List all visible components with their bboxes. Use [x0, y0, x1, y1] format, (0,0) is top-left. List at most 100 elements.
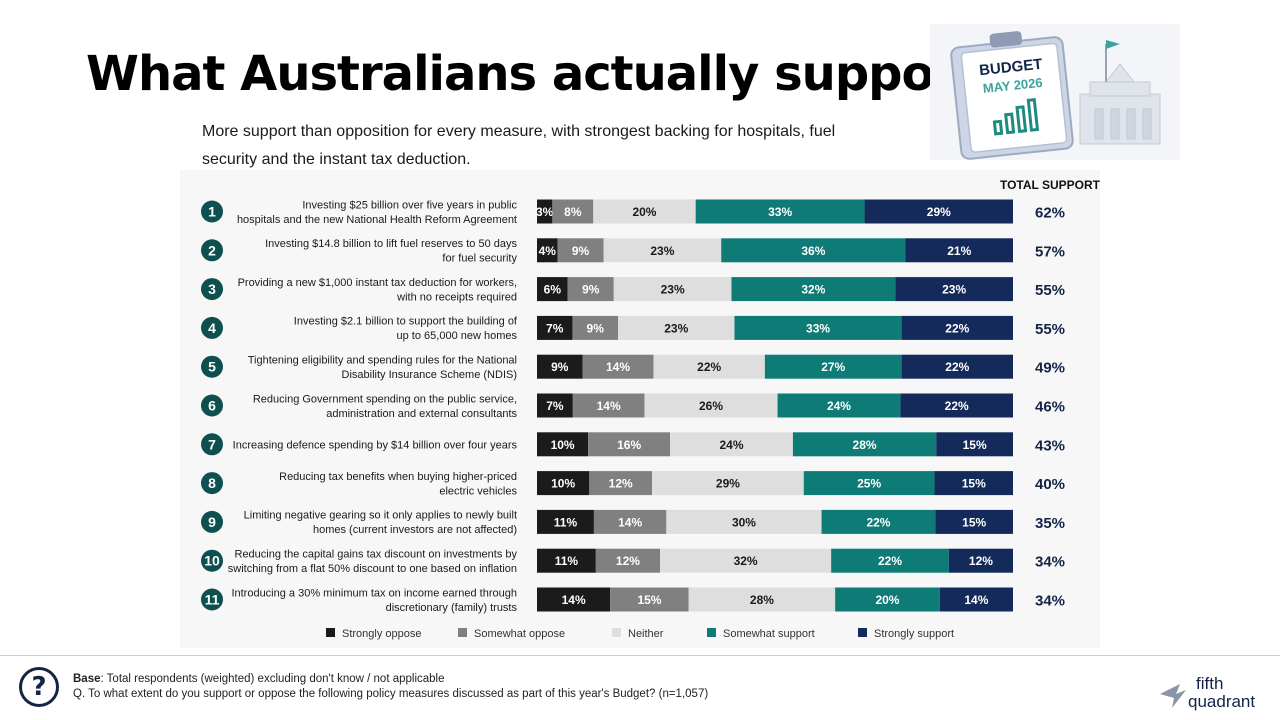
total-support-value: 46%: [1035, 399, 1065, 416]
data-label: 20%: [875, 593, 899, 607]
bar-segment-strongly-oppose: [537, 277, 568, 302]
row-label: administration and external consultants: [326, 408, 517, 420]
bar-segment-somewhat-oppose: [593, 509, 667, 534]
bar-segment-somewhat-support: [792, 432, 937, 457]
bar-segment-strongly-oppose: [537, 509, 594, 534]
question-note: Q. To what extent do you support or oppo…: [73, 688, 709, 700]
row-label: Providing a new $1,000 instant tax deduc…: [238, 277, 517, 289]
bar-segment-strongly-support: [936, 432, 1013, 457]
badge-line2: MAY 2026: [982, 75, 1043, 96]
data-label: 4%: [539, 244, 557, 258]
bar-segment-strongly-support: [901, 315, 1013, 340]
badge-line1: BUDGET: [978, 56, 1043, 80]
brand-line1: fifth: [1196, 674, 1223, 693]
base-label: Base: [73, 673, 101, 685]
total-support-value: 35%: [1035, 515, 1065, 532]
data-label: 30%: [732, 515, 756, 529]
flag-icon: [1106, 40, 1120, 49]
bar-segment-somewhat-oppose: [572, 315, 619, 340]
data-label: 9%: [587, 321, 605, 335]
parliament-building-icon: [1079, 44, 1161, 145]
bar-segment-somewhat-support: [695, 199, 865, 224]
data-label: 14%: [606, 360, 630, 374]
data-label: 9%: [582, 283, 600, 297]
data-label: 27%: [821, 360, 845, 374]
legend-label-somewhat-oppose: Somewhat oppose: [474, 628, 565, 640]
legend-swatch-neither: [612, 628, 621, 637]
legend-label-strongly-support: Strongly support: [874, 628, 954, 640]
total-support-header: TOTAL SUPPORT: [1000, 178, 1100, 192]
bar-segment-somewhat-oppose: [588, 432, 671, 457]
data-label: 29%: [927, 205, 951, 219]
row-number: 6: [208, 398, 216, 414]
brand-line2: quadrant: [1188, 692, 1255, 711]
data-label: 24%: [827, 399, 851, 413]
data-label: 22%: [866, 515, 890, 529]
data-label: 15%: [962, 515, 986, 529]
footer-divider: [0, 655, 1280, 656]
data-label: 15%: [962, 477, 986, 491]
bar-segment-strongly-support: [939, 587, 1013, 612]
row-label: Disability Insurance Scheme (NDIS): [342, 369, 517, 381]
bar-segment-somewhat-oppose: [589, 471, 653, 496]
row-label: discretionary (family) trusts: [386, 602, 518, 614]
legend-swatch-somewhat-oppose: [458, 628, 467, 637]
data-label: 12%: [609, 477, 633, 491]
bar-segment-strongly-support: [895, 277, 1013, 302]
total-support-value: 34%: [1035, 593, 1065, 610]
bar-segment-somewhat-oppose: [582, 354, 654, 379]
row-label: switching from a flat 50% discount to on…: [228, 563, 517, 575]
bar-segment-somewhat-support: [721, 238, 906, 263]
data-label: 16%: [617, 438, 641, 452]
legend-swatch-somewhat-support: [707, 628, 716, 637]
bar-segment-strongly-oppose: [537, 315, 573, 340]
data-label: 23%: [664, 321, 688, 335]
row-label: Reducing Government spending on the publ…: [253, 393, 517, 405]
budget-clipboard-illustration: BUDGET MAY 2026: [930, 24, 1180, 160]
bar-segment-somewhat-oppose: [552, 199, 594, 224]
data-label: 12%: [969, 554, 993, 568]
bar-segment-somewhat-oppose: [557, 238, 604, 263]
data-label: 20%: [632, 205, 656, 219]
total-support-value: 34%: [1035, 554, 1065, 571]
row-label: Investing $25 billion over five years in…: [302, 199, 517, 211]
bar-segment-neither: [644, 393, 778, 418]
row-label: for fuel security: [442, 253, 517, 265]
data-label: 23%: [650, 244, 674, 258]
row-number-badge: [201, 200, 223, 223]
bar-segment-somewhat-oppose: [572, 393, 645, 418]
row-number: 3: [208, 281, 216, 297]
data-label: 3%: [536, 205, 554, 219]
row-number: 5: [208, 359, 216, 375]
row-label: electric vehicles: [439, 485, 517, 497]
bar-segment-neither: [688, 587, 836, 612]
bar-segment-neither: [666, 509, 822, 534]
bar-segment-strongly-oppose: [537, 393, 573, 418]
total-support-value: 55%: [1035, 282, 1065, 299]
page-subtitle: More support than opposition for every m…: [202, 123, 836, 168]
base-text: : Total respondents (weighted) excluding…: [100, 673, 445, 685]
data-label: 25%: [857, 477, 881, 491]
data-label: 22%: [878, 554, 902, 568]
bar-segment-strongly-support: [864, 199, 1013, 224]
row-label: Investing $14.8 billion to lift fuel res…: [265, 238, 517, 250]
row-label: Introducing a 30% minimum tax on income …: [231, 587, 517, 599]
bar-segment-strongly-support: [905, 238, 1013, 263]
bar-segment-neither: [653, 354, 765, 379]
stacked-bar-chart-panel: TOTAL SUPPORT 1 Investing $25 billion over…: [180, 170, 1100, 648]
row-label: Investing $2.1 billion to support the bu…: [294, 316, 518, 328]
row-label: Tightening eligibility and spending rule…: [248, 354, 517, 366]
row-number-badge: [201, 394, 223, 417]
bar-segment-strongly-oppose: [537, 199, 553, 224]
bar-segment-somewhat-support: [764, 354, 902, 379]
row-number-badge: [201, 588, 223, 611]
data-label: 9%: [551, 360, 569, 374]
row-number: 4: [208, 320, 216, 336]
row-number: 8: [208, 475, 216, 491]
row-number: 7: [208, 436, 216, 452]
bar-segment-somewhat-support: [835, 587, 940, 612]
data-label: 28%: [750, 593, 774, 607]
bar-segment-neither: [660, 548, 832, 573]
row-number-badge: [201, 355, 223, 378]
bar-segment-strongly-support: [934, 471, 1013, 496]
